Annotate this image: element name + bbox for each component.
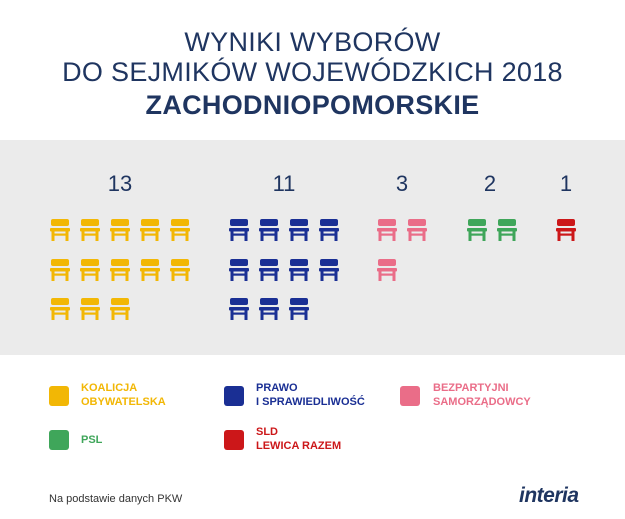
chair-icon: [170, 259, 190, 281]
legend-swatch-sld: [224, 430, 244, 450]
chair-icon: [170, 219, 190, 241]
legend-swatch-ko: [49, 386, 69, 406]
chair-icon: [259, 259, 279, 281]
legend-label-pis-line1: PRAWO: [256, 382, 298, 394]
legend-label-psl: PSL: [81, 433, 102, 447]
chair-icon: [50, 298, 70, 320]
chair-icon: [259, 219, 279, 241]
chair-icon: [50, 259, 70, 281]
legend-label-ko-line2: OBYWATELSKA: [81, 396, 166, 408]
chair-icon: [229, 219, 249, 241]
interia-logo[interactable]: interia: [519, 484, 579, 507]
legend-label-sld: SLD LEWICA RAZEM: [256, 425, 341, 453]
title-region: ZACHODNIOPOMORSKIE: [145, 90, 480, 120]
chair-icon: [80, 219, 100, 241]
legend-label-sld-line1: SLD: [256, 426, 278, 438]
title-line-2: DO SEJMIKÓW WOJEWÓDZKICH 2018: [62, 57, 563, 87]
chair-icon: [110, 219, 130, 241]
chair-icon: [407, 219, 427, 241]
chair-icon: [556, 219, 576, 241]
legend-label-ko: KOALICJA OBYWATELSKA: [81, 381, 166, 409]
legend-swatch-bs: [400, 386, 420, 406]
seat-count-label: 13: [108, 171, 132, 196]
chair-icon: [289, 259, 309, 281]
chair-icon: [140, 259, 160, 281]
legend-swatch-psl: [49, 430, 69, 450]
seat-count-label: 11: [273, 171, 296, 196]
legend-label-pis-line2: I SPRAWIEDLIWOŚĆ: [256, 396, 365, 408]
legend-label-pis: PRAWO I SPRAWIEDLIWOŚĆ: [256, 381, 365, 409]
chair-icon: [229, 298, 249, 320]
legend-label-bs-line1: BEZPARTYJNI: [433, 382, 509, 394]
chair-icon: [50, 219, 70, 241]
seats-pictogram-chart: 13 11 3 2 1: [50, 171, 576, 320]
chair-icon: [497, 219, 517, 241]
chair-icon: [319, 219, 339, 241]
chair-icon: [377, 259, 397, 281]
chair-icon: [110, 298, 130, 320]
legend-label-sld-line2: LEWICA RAZEM: [256, 440, 342, 452]
chair-icon: [289, 298, 309, 320]
legend-swatch-pis: [224, 386, 244, 406]
chair-icon: [289, 219, 309, 241]
legend-label-bs-line2: SAMORZĄDOWCY: [433, 396, 531, 408]
seat-count-label: 1: [560, 171, 572, 196]
source-note: Na podstawie danych PKW: [49, 493, 183, 505]
chair-icon: [80, 298, 100, 320]
chart-background: [0, 140, 625, 355]
seat-count-label: 3: [396, 171, 408, 196]
chair-icon: [319, 259, 339, 281]
legend-label-ko-line1: KOALICJA: [81, 382, 138, 394]
chair-icon: [467, 219, 487, 241]
chair-icon: [259, 298, 279, 320]
chair-icon: [80, 259, 100, 281]
legend-label-psl-line1: PSL: [81, 434, 103, 446]
title-line-1: WYNIKI WYBORÓW: [184, 27, 441, 57]
seat-count-label: 2: [484, 171, 496, 196]
legend-label-bs: BEZPARTYJNI SAMORZĄDOWCY: [433, 381, 531, 409]
chair-icon: [140, 219, 160, 241]
chair-icon: [110, 259, 130, 281]
chair-icon: [229, 259, 249, 281]
chair-icon: [377, 219, 397, 241]
